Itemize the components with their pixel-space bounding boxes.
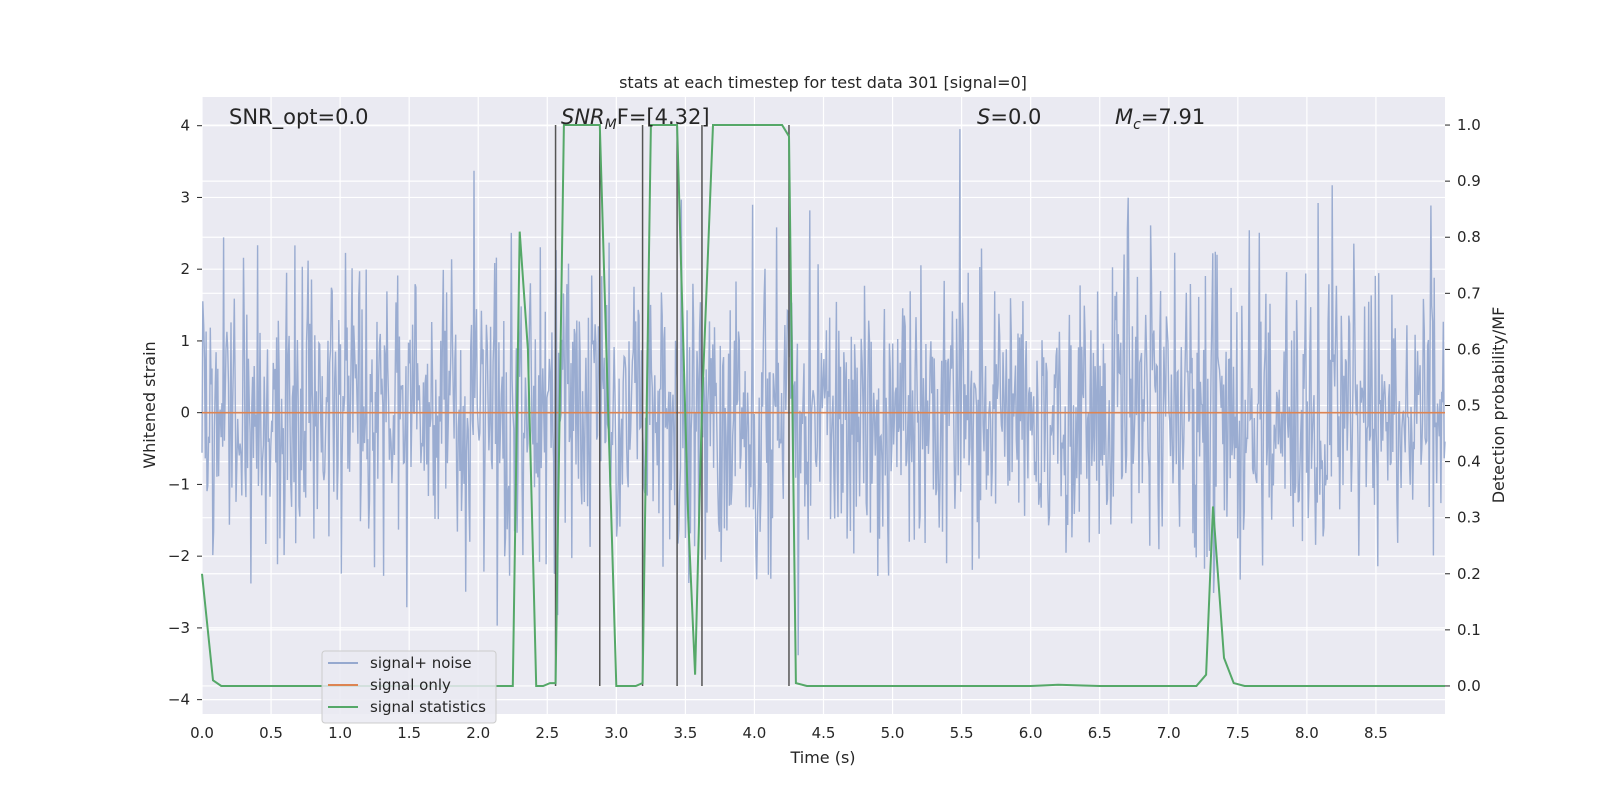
legend-box bbox=[321, 650, 497, 724]
x-tick-label: 3.0 bbox=[604, 724, 628, 742]
y2-tick-label: 0.4 bbox=[1457, 453, 1481, 471]
x-tick-label: 1.0 bbox=[328, 724, 352, 742]
y-tick-label: −3 bbox=[168, 619, 190, 637]
x-tick-label: 0.5 bbox=[259, 724, 283, 742]
x-tick-label: 5.5 bbox=[950, 724, 974, 742]
legend-label-signal-only: signal only bbox=[370, 676, 451, 694]
annotation-s-main: S bbox=[977, 105, 990, 129]
annotation-mc-rest: =7.91 bbox=[1141, 105, 1205, 129]
legend-label-signal-statistics: signal statistics bbox=[370, 698, 486, 716]
legend: signal+ noise signal only signal statist… bbox=[321, 650, 497, 724]
y2-tick-label: 0.8 bbox=[1457, 228, 1481, 246]
x-axis-title: Time (s) bbox=[789, 748, 855, 767]
y2-tick-label: 1.0 bbox=[1457, 116, 1481, 134]
annotation-snr-mf-rest: F=[4.32] bbox=[617, 105, 710, 129]
x-tick-label: 6.0 bbox=[1019, 724, 1043, 742]
legend-label-signal-noise: signal+ noise bbox=[370, 654, 472, 672]
y-tick-label: 0 bbox=[180, 404, 190, 422]
signal-statistics-layer bbox=[201, 124, 1445, 687]
x-tick-label: 1.5 bbox=[397, 724, 421, 742]
annotation-snr-mf-sub: M bbox=[605, 117, 617, 133]
x-tick-label: 6.5 bbox=[1088, 724, 1112, 742]
y-tick-label: 1 bbox=[180, 332, 190, 350]
annotation-mc-main: M bbox=[1115, 105, 1133, 129]
y2-tick-label: 0.3 bbox=[1457, 509, 1481, 527]
annotation-snr-mf: SNRMF=[4.32] bbox=[561, 105, 710, 133]
y-tick-label: −2 bbox=[168, 547, 190, 565]
x-tick-label: 4.5 bbox=[812, 724, 836, 742]
x-tick-label: 8.0 bbox=[1295, 724, 1319, 742]
annotation-s: S=0.0 bbox=[977, 105, 1041, 129]
y-axis-title: Whitened strain bbox=[140, 341, 159, 468]
x-tick-label: 0.0 bbox=[190, 724, 214, 742]
series-signal-statistics bbox=[201, 124, 1445, 687]
y2-tick-label: 0.0 bbox=[1457, 677, 1481, 695]
annotation-mc-sub: c bbox=[1133, 117, 1141, 133]
y-tick-label: 4 bbox=[180, 117, 190, 135]
x-tick-label: 2.0 bbox=[466, 724, 490, 742]
y2-tick-label: 0.1 bbox=[1457, 621, 1481, 639]
x-tick-label: 2.5 bbox=[535, 724, 559, 742]
x-tick-label: 3.5 bbox=[673, 724, 697, 742]
y2-tick-label: 0.9 bbox=[1457, 172, 1481, 190]
annotation-snr-opt: SNR_opt=0.0 bbox=[229, 105, 369, 130]
series-signal-noise bbox=[201, 129, 1446, 656]
y2-tick-label: 0.2 bbox=[1457, 565, 1481, 583]
y2-tick-label: 0.7 bbox=[1457, 284, 1481, 302]
chart-title: stats at each timestep for test data 301… bbox=[619, 73, 1027, 92]
tick-labels-layer: 0.0 0.5 1.0 1.5 2.0 2.5 3.0 3.5 4.0 4.5 5.0 5.5 6.0 6… bbox=[168, 116, 1481, 742]
x-tick-label: 8.5 bbox=[1364, 724, 1388, 742]
y-tick-label: −1 bbox=[168, 475, 190, 493]
y2-tick-label: 0.5 bbox=[1457, 397, 1481, 415]
x-tick-label: 4.0 bbox=[743, 724, 767, 742]
annotation-mc: Mc=7.91 bbox=[1115, 105, 1205, 133]
noise-series-layer bbox=[201, 129, 1446, 656]
x-tick-label: 7.0 bbox=[1157, 724, 1181, 742]
x-tick-label: 7.5 bbox=[1226, 724, 1250, 742]
x-tick-label: 5.0 bbox=[881, 724, 905, 742]
y-tick-label: 2 bbox=[180, 260, 190, 278]
y-tick-label: −4 bbox=[168, 691, 190, 709]
y2-tick-label: 0.6 bbox=[1457, 340, 1481, 358]
annotation-s-rest: =0.0 bbox=[990, 105, 1041, 129]
y-tick-label: 3 bbox=[180, 188, 190, 206]
annotation-snr-mf-main: SNR bbox=[561, 105, 605, 129]
y2-axis-title: Detection probability/MF bbox=[1489, 307, 1508, 504]
